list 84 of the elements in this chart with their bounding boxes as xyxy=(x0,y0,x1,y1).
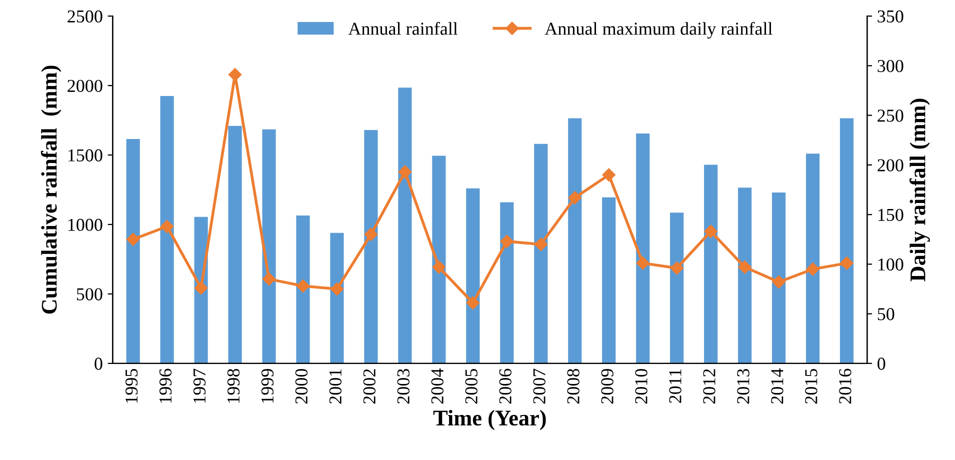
bar xyxy=(262,129,276,364)
x-tick-label: 2001 xyxy=(329,369,342,404)
x-tick-label: 2014 xyxy=(771,368,784,404)
bar xyxy=(296,215,310,364)
point xyxy=(602,168,616,182)
x-tick-label: 2008 xyxy=(567,368,580,404)
point xyxy=(330,282,344,296)
y2-tick-label: 350 xyxy=(878,10,904,23)
bar xyxy=(534,144,548,364)
point xyxy=(568,191,582,204)
y2-tick-label: 100 xyxy=(878,258,904,271)
point xyxy=(364,228,378,241)
bar xyxy=(126,139,140,364)
x-axis-title: Time (Year) xyxy=(433,410,546,430)
bar xyxy=(364,130,378,364)
x-tick-label: 2013 xyxy=(737,368,750,404)
point xyxy=(194,281,208,295)
x-tick-label: 1998 xyxy=(227,368,240,403)
point xyxy=(228,68,242,82)
x-tick-label: 2015 xyxy=(805,368,818,404)
point xyxy=(432,260,446,274)
point xyxy=(160,220,174,234)
point xyxy=(806,262,820,276)
y2-tick-label: 300 xyxy=(878,60,904,72)
x-tick-label: 2000 xyxy=(295,368,308,404)
point xyxy=(738,260,752,274)
point xyxy=(466,296,480,310)
point xyxy=(398,165,412,178)
y-tick-label: 2500 xyxy=(68,10,102,23)
bar xyxy=(670,212,684,364)
x-tick-label: 2010 xyxy=(635,368,648,404)
x-tick-label: 2005 xyxy=(465,368,478,404)
bar xyxy=(398,88,412,364)
bar xyxy=(840,118,854,364)
bar xyxy=(432,156,446,364)
bar xyxy=(160,96,174,364)
x-tick-label: 2004 xyxy=(431,368,444,404)
point xyxy=(126,232,140,246)
bar xyxy=(704,164,718,364)
point xyxy=(772,275,786,289)
point xyxy=(500,234,514,248)
bar xyxy=(568,118,582,364)
point xyxy=(704,224,718,238)
y2-tick-label: 150 xyxy=(878,208,904,221)
y-tick-label: 1500 xyxy=(68,149,102,162)
bar xyxy=(636,133,650,364)
y-tick-label: 2000 xyxy=(68,80,102,92)
bar xyxy=(330,232,344,364)
x-tick-label: 1997 xyxy=(193,368,206,403)
legend-label: Annual maximum daily rainfall xyxy=(544,22,772,39)
x-tick-label: 1999 xyxy=(261,369,274,403)
y-tick-label: 1000 xyxy=(68,218,102,231)
x-tick-label: 2012 xyxy=(703,369,716,404)
y-axis-title: Cumulative rainfall (mm) xyxy=(40,66,62,314)
point xyxy=(670,262,684,275)
x-tick-label: 1995 xyxy=(125,368,138,403)
y-tick-label: 0 xyxy=(94,358,102,370)
x-tick-label: 2006 xyxy=(499,368,512,404)
bar xyxy=(228,126,242,364)
y2-tick-label: 50 xyxy=(878,308,894,320)
bar xyxy=(466,188,480,364)
legend-label: Annual rainfall xyxy=(348,22,458,35)
x-tick-label: 2002 xyxy=(363,369,376,404)
y2-tick-label: 250 xyxy=(878,110,904,122)
y2-axis-title: Daily rainfall (mm) xyxy=(910,98,930,282)
y-tick-label: 500 xyxy=(76,288,102,300)
x-tick-label: 2011 xyxy=(669,369,682,403)
bar xyxy=(772,192,786,364)
bar xyxy=(500,202,514,364)
x-tick-label: 1996 xyxy=(159,368,172,403)
point xyxy=(534,238,548,251)
point xyxy=(262,272,276,286)
bar xyxy=(806,154,820,364)
bar xyxy=(738,188,752,364)
x-tick-label: 2007 xyxy=(533,368,546,404)
point xyxy=(296,279,310,293)
x-tick-label: 2009 xyxy=(601,369,614,404)
y2-tick-label: 0 xyxy=(878,358,886,370)
bar xyxy=(602,197,616,364)
point xyxy=(840,256,854,270)
x-tick-label: 2003 xyxy=(397,368,410,404)
point xyxy=(636,256,650,270)
x-tick-label: 2016 xyxy=(839,368,852,404)
y2-tick-label: 200 xyxy=(878,159,904,172)
